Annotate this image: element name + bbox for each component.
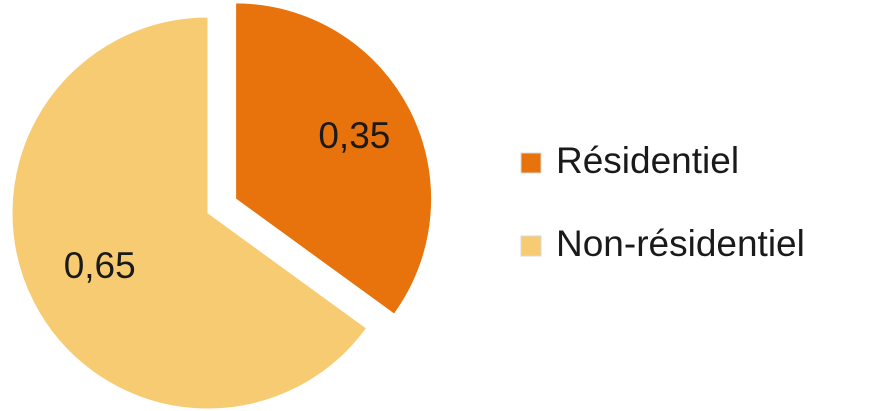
legend-label: Résidentiel <box>556 140 739 181</box>
data-label: 0,65 <box>64 245 136 286</box>
data-label: 0,35 <box>318 115 390 156</box>
legend-label: Non-résidentiel <box>556 223 805 264</box>
pie-slice <box>235 2 433 315</box>
pie-slice <box>11 16 368 410</box>
legend-marker <box>520 235 542 257</box>
legend-marker <box>520 152 542 174</box>
